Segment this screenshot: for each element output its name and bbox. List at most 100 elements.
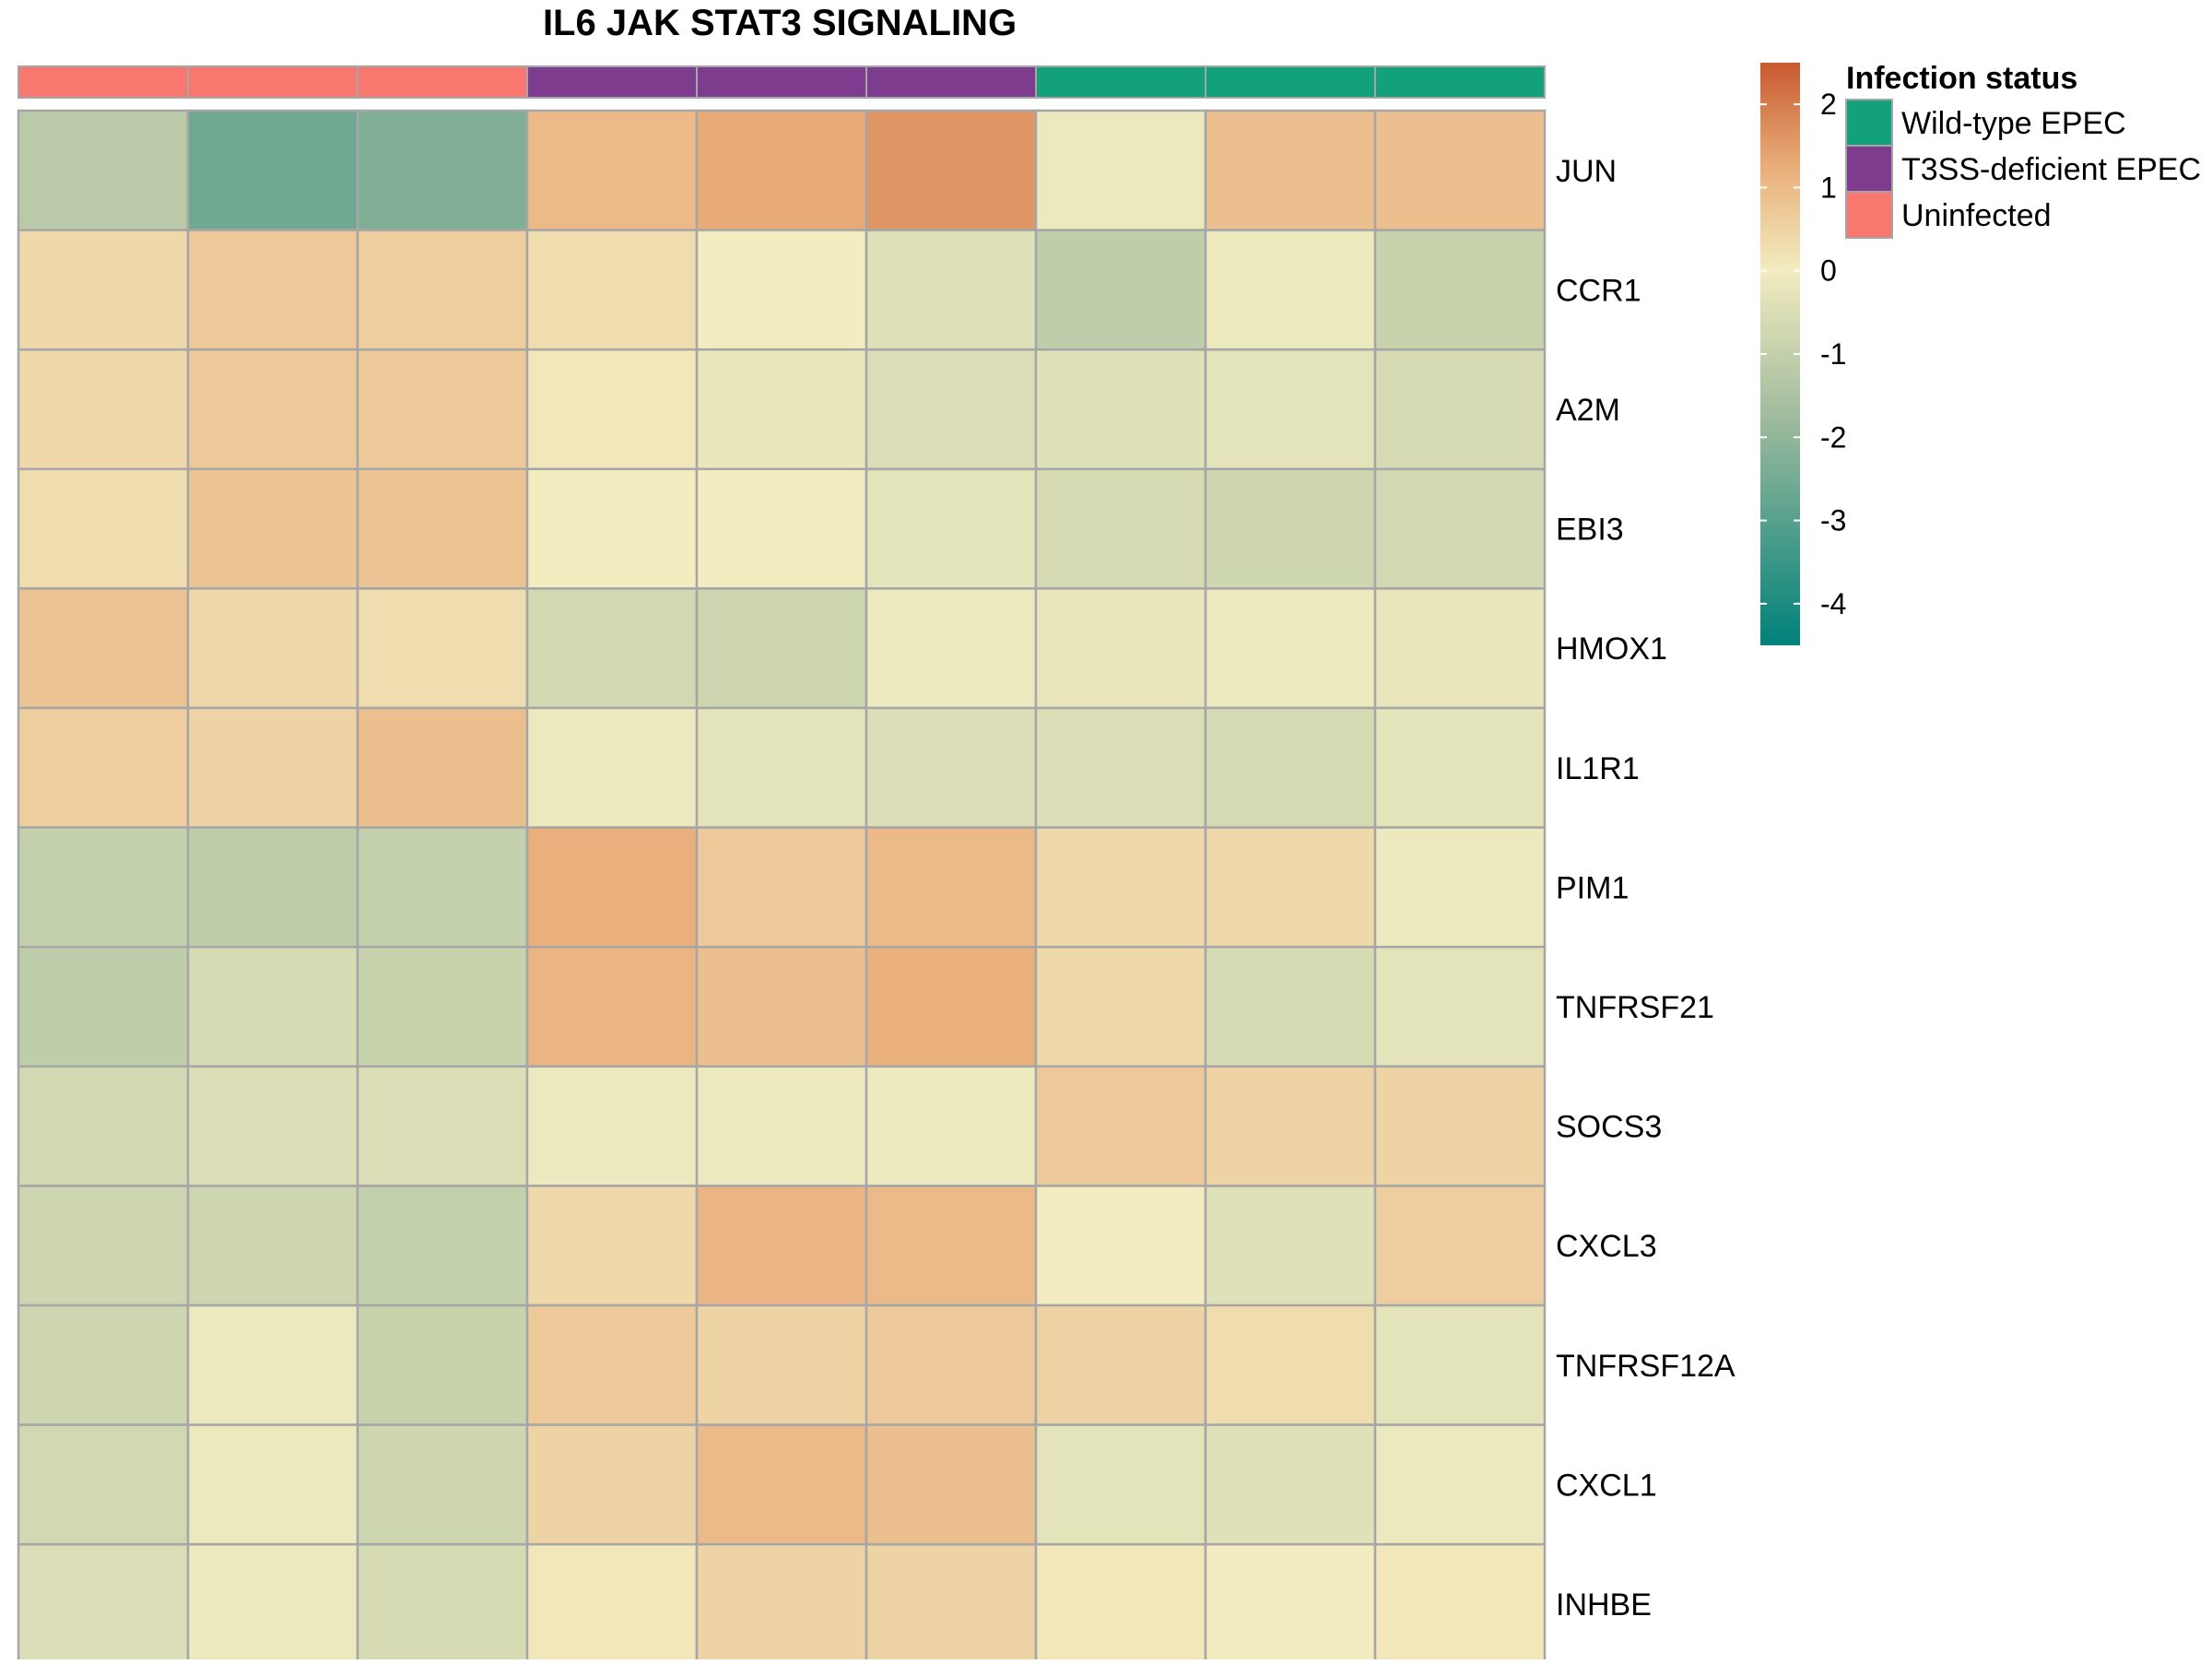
heatmap-cell (865, 1542, 1038, 1664)
row-label: TNFRSF12A (1556, 1349, 1735, 1384)
heatmap-cell (1034, 467, 1207, 590)
heatmap-cell (865, 229, 1038, 351)
heatmap-cell (186, 1304, 359, 1426)
heatmap-cell (17, 1542, 190, 1664)
annotation-cell (865, 65, 1037, 99)
row-label: JUN (1556, 154, 1617, 189)
annotation-cell (696, 65, 867, 99)
heatmap-cell (186, 1065, 359, 1187)
heatmap-cell (525, 587, 699, 710)
heatmap-cell (186, 348, 359, 471)
heatmap-cell (1204, 1423, 1377, 1546)
heatmap-cell (695, 1542, 868, 1664)
heatmap-cell (525, 1065, 699, 1187)
heatmap-cell (525, 1423, 699, 1546)
heatmap-cell (865, 706, 1038, 829)
heatmap-cell (186, 229, 359, 351)
heatmap-cell (695, 945, 868, 1068)
row-label: IL1R1 (1556, 751, 1640, 786)
row-label: EBI3 (1556, 513, 1624, 548)
heatmap-cell (356, 945, 529, 1068)
heatmap-cell (1204, 1065, 1377, 1187)
row-label: CCR1 (1556, 273, 1641, 308)
heatmap-cell (17, 1423, 190, 1546)
heatmap-cell (17, 826, 190, 949)
heatmap-cell (1373, 1542, 1547, 1664)
heatmap-cell (17, 1185, 190, 1307)
heatmap-cell (17, 1304, 190, 1426)
heatmap-cell (1204, 1185, 1377, 1307)
heatmap-cell (1373, 1423, 1547, 1546)
color-scale-tick-label: -1 (1820, 337, 1846, 371)
color-scale-tick-label: 2 (1820, 88, 1837, 121)
heatmap-cell (865, 826, 1038, 949)
heatmap-cell (865, 1304, 1038, 1426)
heatmap-cell (695, 229, 868, 351)
legend-label: Wild-type EPEC (1901, 106, 2126, 141)
heatmap-cell (1034, 826, 1207, 949)
heatmap-cell (17, 587, 190, 710)
heatmap-cell (17, 109, 190, 231)
row-labels: JUN CCR1 A2M EBI3 HMOX1 IL1R1 PIM1 TNFRSF21 SOCS… (1556, 154, 1735, 1623)
heatmap-cell (186, 109, 359, 231)
heatmap-cell (356, 467, 529, 590)
heatmap-cell (356, 109, 529, 231)
heatmap-cell (525, 348, 699, 471)
heatmap-cell (1034, 229, 1207, 351)
heatmap-cell (186, 1423, 359, 1546)
heatmap-cell (865, 348, 1038, 471)
heatmap-cell (525, 1304, 699, 1426)
heatmap-cell (525, 945, 699, 1068)
heatmap-cell (695, 1423, 868, 1546)
heatmap-cell (17, 348, 190, 471)
annotation-cell (187, 65, 359, 99)
heatmap-cell (356, 1185, 529, 1307)
heatmap-cell (525, 229, 699, 351)
heatmap-cell (1373, 826, 1547, 949)
heatmap-cell (1034, 706, 1207, 829)
heatmap-cell (356, 1542, 529, 1664)
heatmap-cell (865, 1065, 1038, 1187)
heatmap-cell (695, 1304, 868, 1426)
heatmap-cell (525, 1542, 699, 1664)
row-label: PIM1 (1556, 870, 1629, 905)
heatmap-cell (1373, 706, 1547, 829)
heatmap-cell (1373, 109, 1547, 231)
color-scale-tick-label: -3 (1820, 504, 1846, 537)
heatmap-cell (695, 826, 868, 949)
heatmap-cell (525, 1185, 699, 1307)
heatmap-cell (186, 826, 359, 949)
heatmap-cell (1373, 1185, 1547, 1307)
heatmap-cell (1034, 1065, 1207, 1187)
color-scale-tick-label: 1 (1820, 171, 1837, 204)
heatmap-cell (1373, 1304, 1547, 1426)
heatmap-cell (865, 109, 1038, 231)
annotation-cell (1205, 65, 1376, 99)
heatmap-cell (1204, 229, 1377, 351)
heatmap-cell (186, 1542, 359, 1664)
heatmap-cell (1034, 587, 1207, 710)
row-label: A2M (1556, 393, 1620, 428)
heatmap-cell (695, 109, 868, 231)
heatmap-cell (356, 229, 529, 351)
heatmap-cell (1204, 826, 1377, 949)
color-scale-tick-label: 0 (1820, 254, 1837, 288)
heatmap-cell (186, 467, 359, 590)
infection-status-legend: Infection status Wild-type EPEC T3SS-defi… (1845, 61, 2201, 239)
heatmap-cell (1034, 1423, 1207, 1546)
heatmap-cell (1373, 587, 1547, 710)
heatmap-cell (17, 706, 190, 829)
heatmap-cell (1204, 109, 1377, 231)
legend-swatch (1845, 145, 1893, 193)
heatmap-cell (1373, 467, 1547, 590)
heatmap-cell (186, 945, 359, 1068)
heatmap-cell (356, 826, 529, 949)
heatmap-cell (1373, 1065, 1547, 1187)
heatmap-cell (17, 229, 190, 351)
annotation-cell (357, 65, 528, 99)
heatmap-cell (186, 706, 359, 829)
heatmap-cell (356, 1304, 529, 1426)
heatmap-cell (17, 1065, 190, 1187)
